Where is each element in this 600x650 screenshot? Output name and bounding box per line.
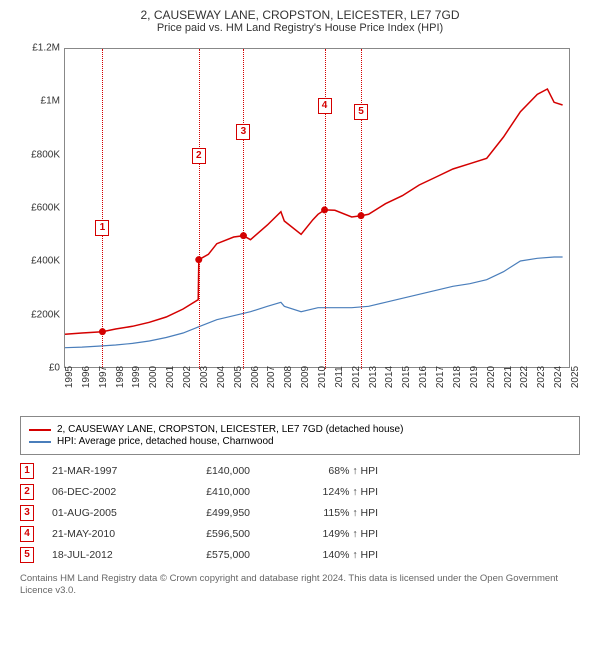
transaction-marker: 5: [354, 104, 368, 120]
x-axis-label: 2003: [199, 366, 210, 388]
legend-swatch: [29, 441, 51, 443]
footnote: Contains HM Land Registry data © Crown c…: [20, 573, 580, 598]
y-axis-label: £0: [20, 363, 60, 374]
x-axis-label: 2001: [165, 366, 176, 388]
y-axis-label: £800K: [20, 149, 60, 160]
transaction-row: 5 18-JUL-2012 £575,000 140% ↑ HPI: [20, 547, 580, 563]
x-axis-label: 2016: [418, 366, 429, 388]
transaction-pct: 140% ↑ HPI: [268, 549, 378, 561]
transaction-price: £140,000: [170, 465, 250, 477]
x-axis-label: 2020: [486, 366, 497, 388]
x-axis-label: 2023: [536, 366, 547, 388]
series-hpi-line: [65, 257, 563, 348]
x-axis-label: 2019: [469, 366, 480, 388]
transaction-date: 01-AUG-2005: [52, 507, 152, 519]
transaction-pct: 68% ↑ HPI: [268, 465, 378, 477]
transaction-date: 18-JUL-2012: [52, 549, 152, 561]
x-axis-label: 1995: [64, 366, 75, 388]
transaction-row: 3 01-AUG-2005 £499,950 115% ↑ HPI: [20, 505, 580, 521]
transaction-vline: [102, 49, 103, 369]
chart-title: 2, CAUSEWAY LANE, CROPSTON, LEICESTER, L…: [10, 8, 590, 22]
transaction-marker: 3: [236, 124, 250, 140]
transaction-vline: [199, 49, 200, 369]
y-axis-label: £600K: [20, 203, 60, 214]
legend-swatch: [29, 429, 51, 431]
legend-label: HPI: Average price, detached house, Char…: [57, 436, 274, 447]
x-axis-label: 2006: [250, 366, 261, 388]
transaction-price: £575,000: [170, 549, 250, 561]
transaction-row-marker: 2: [20, 484, 34, 500]
x-axis-label: 2021: [503, 366, 514, 388]
x-axis-label: 1999: [131, 366, 142, 388]
transaction-marker: 2: [192, 148, 206, 164]
x-axis-label: 2005: [233, 366, 244, 388]
x-axis-label: 2007: [266, 366, 277, 388]
transaction-vline: [361, 49, 362, 369]
transaction-date: 06-DEC-2002: [52, 486, 152, 498]
y-axis-label: £1.2M: [20, 43, 60, 54]
transaction-price: £410,000: [170, 486, 250, 498]
x-axis-label: 2025: [570, 366, 581, 388]
legend-label: 2, CAUSEWAY LANE, CROPSTON, LEICESTER, L…: [57, 424, 403, 435]
x-axis-label: 1996: [81, 366, 92, 388]
y-axis-label: £200K: [20, 309, 60, 320]
transaction-row-marker: 5: [20, 547, 34, 563]
transaction-pct: 124% ↑ HPI: [268, 486, 378, 498]
y-axis-label: £400K: [20, 256, 60, 267]
transaction-row: 1 21-MAR-1997 £140,000 68% ↑ HPI: [20, 463, 580, 479]
plot-region: 1 2 3 4 5: [64, 48, 570, 368]
y-axis-label: £1M: [20, 96, 60, 107]
transactions-table: 1 21-MAR-1997 £140,000 68% ↑ HPI 2 06-DEC-200…: [20, 463, 580, 563]
transaction-row-marker: 3: [20, 505, 34, 521]
x-axis-label: 2012: [351, 366, 362, 388]
legend-box: 2, CAUSEWAY LANE, CROPSTON, LEICESTER, L…: [20, 416, 580, 455]
x-axis-label: 2009: [300, 366, 311, 388]
x-axis-label: 2010: [317, 366, 328, 388]
transaction-row: 4 21-MAY-2010 £596,500 149% ↑ HPI: [20, 526, 580, 542]
x-axis-label: 1997: [98, 366, 109, 388]
x-axis-label: 2002: [182, 366, 193, 388]
transaction-marker: 1: [95, 220, 109, 236]
transaction-row: 2 06-DEC-2002 £410,000 124% ↑ HPI: [20, 484, 580, 500]
transaction-row-marker: 1: [20, 463, 34, 479]
transaction-date: 21-MAR-1997: [52, 465, 152, 477]
transaction-pct: 115% ↑ HPI: [268, 507, 378, 519]
x-axis-label: 2011: [334, 366, 345, 388]
x-axis-label: 2015: [401, 366, 412, 388]
transaction-marker: 4: [318, 98, 332, 114]
x-axis-label: 2017: [435, 366, 446, 388]
legend-item: 2, CAUSEWAY LANE, CROPSTON, LEICESTER, L…: [29, 424, 571, 435]
x-axis-label: 2008: [283, 366, 294, 388]
legend-item: HPI: Average price, detached house, Char…: [29, 436, 571, 447]
x-axis-label: 2000: [148, 366, 159, 388]
x-axis-label: 2022: [519, 366, 530, 388]
transaction-price: £499,950: [170, 507, 250, 519]
transaction-date: 21-MAY-2010: [52, 528, 152, 540]
transaction-vline: [243, 49, 244, 369]
transaction-price: £596,500: [170, 528, 250, 540]
transaction-pct: 149% ↑ HPI: [268, 528, 378, 540]
x-axis-label: 2014: [384, 366, 395, 388]
x-axis-label: 1998: [115, 366, 126, 388]
chart-area: 1 2 3 4 5 £0 £200K £400K £600K £800K £1M £1.2M 199…: [20, 42, 580, 412]
x-axis-label: 2024: [553, 366, 564, 388]
chart-subtitle: Price paid vs. HM Land Registry's House …: [10, 22, 590, 34]
series-property-line: [65, 89, 563, 334]
x-axis-label: 2018: [452, 366, 463, 388]
transaction-row-marker: 4: [20, 526, 34, 542]
x-axis-label: 2013: [368, 366, 379, 388]
x-axis-label: 2004: [216, 366, 227, 388]
